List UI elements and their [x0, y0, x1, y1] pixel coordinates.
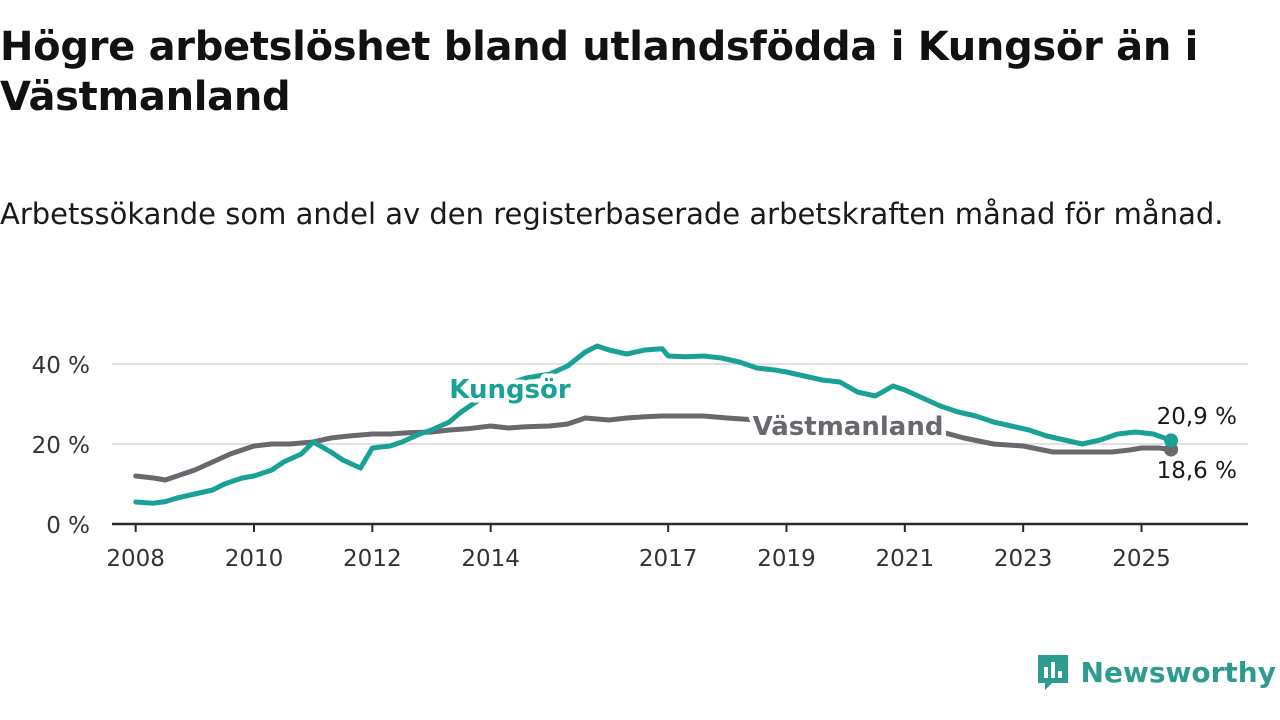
x-tick-label: 2017 [639, 546, 698, 572]
series-line-0 [133, 343, 1174, 506]
x-tick-label: 2021 [876, 546, 935, 572]
x-tick-label: 2023 [994, 546, 1053, 572]
x-tick-label: 2019 [757, 546, 816, 572]
x-axis: 2008 2010 2012 2014 2017 2019 2021 2023 2025 [106, 522, 1248, 572]
end-value-label: 20,9 % [1157, 404, 1237, 430]
line-chart: 0 % 20 % 40 % 2008 2010 2012 2014 2017 2019 2021… [32, 343, 1248, 572]
x-tick-label: 2010 [225, 546, 284, 572]
series-name-label: Västmanland [753, 412, 944, 442]
series-line-1 [133, 413, 1174, 483]
y-tick-label: 20 % [32, 433, 90, 459]
series-lines [133, 343, 1179, 506]
brand-name: Newsworthy [1080, 655, 1276, 689]
series-labels: Kungsör Västmanland 20,9 % 18,6 % [445, 371, 1240, 488]
y-axis-tick-labels: 0 % 20 % 40 % [32, 353, 90, 539]
chart-subtitle: Arbetssökande som andel av den registerb… [0, 197, 1224, 231]
series-end-point [1164, 433, 1179, 448]
chart-title: Högre arbetslöshet bland utlandsfödda i … [0, 24, 1199, 120]
y-tick-label: 40 % [32, 353, 90, 379]
x-tick-label: 2008 [106, 546, 165, 572]
series-name-label: Kungsör [449, 375, 571, 405]
newsworthy-logo-icon [1037, 655, 1068, 690]
end-value-label: 18,6 % [1157, 458, 1237, 484]
y-tick-label: 0 % [46, 513, 90, 539]
x-tick-label: 2012 [343, 546, 402, 572]
x-tick-label: 2014 [461, 546, 520, 572]
gridlines [112, 363, 1248, 445]
x-tick-label: 2025 [1112, 546, 1171, 572]
newsworthy-logo: Newsworthy [1035, 652, 1276, 692]
